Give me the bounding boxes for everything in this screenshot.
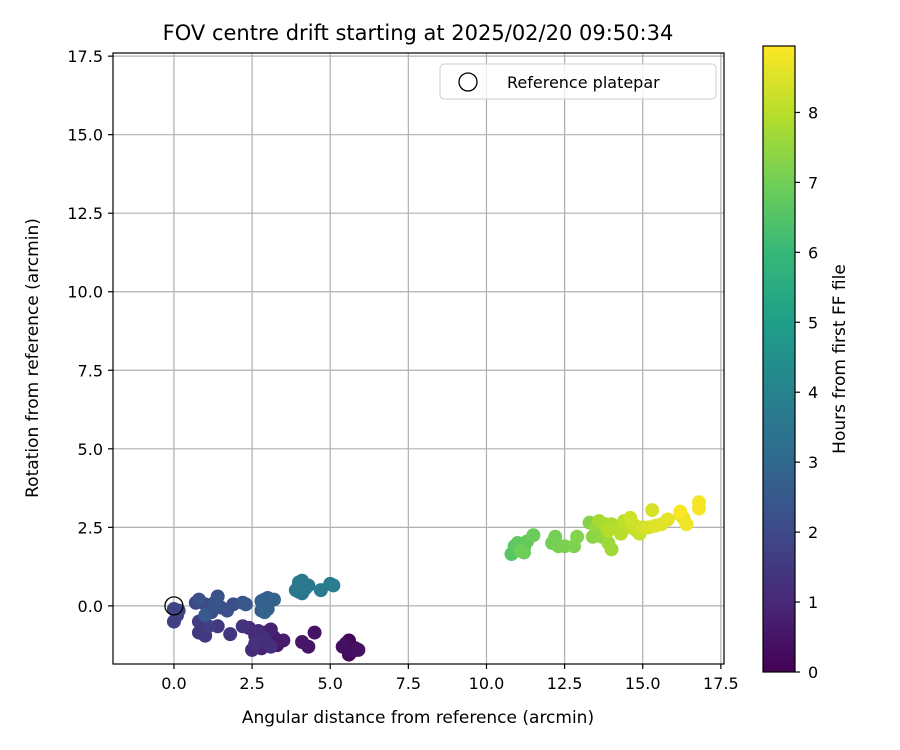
colorbar-tick-label-0: 0 bbox=[808, 663, 818, 682]
data-point-64 bbox=[291, 575, 306, 590]
data-point-104 bbox=[645, 503, 660, 518]
data-point-25 bbox=[248, 636, 263, 651]
data-point-26 bbox=[235, 619, 250, 634]
legend-entry-reference: Reference platepar bbox=[507, 73, 660, 92]
colorbar-tick-label-2: 2 bbox=[808, 523, 818, 542]
legend-box bbox=[439, 63, 717, 100]
colorbar-label: Hours from first FF file bbox=[830, 264, 850, 454]
colorbar-tick-label-7: 7 bbox=[808, 173, 818, 192]
colorbar-tick-label-4: 4 bbox=[808, 383, 818, 402]
y-axis-label: Rotation from reference (arcmin) bbox=[23, 218, 43, 498]
scatter-points bbox=[164, 495, 706, 662]
data-point-7 bbox=[351, 642, 366, 657]
x-tick-label-7: 17.5 bbox=[703, 674, 739, 693]
x-tick-label-2: 5.0 bbox=[317, 674, 342, 693]
x-tick-label-4: 10.0 bbox=[469, 674, 505, 693]
data-point-89 bbox=[604, 542, 619, 557]
data-point-56 bbox=[257, 605, 272, 620]
data-point-36 bbox=[171, 603, 186, 618]
x-tick-label-0: 0.0 bbox=[161, 674, 186, 693]
y-tick-label-3: 7.5 bbox=[78, 361, 103, 380]
reference-platepar-marker bbox=[164, 596, 184, 616]
x-axis-ticks: 0.0 2.5 5.0 7.5 10.0 12.5 15.0 17.5 bbox=[161, 664, 739, 693]
x-tick-label-6: 15.0 bbox=[625, 674, 661, 693]
data-point-13 bbox=[276, 633, 291, 648]
x-tick-label-3: 7.5 bbox=[396, 674, 421, 693]
y-tick-label-1: 2.5 bbox=[78, 518, 103, 537]
data-point-6 bbox=[335, 639, 350, 654]
legend: Reference platepar bbox=[439, 63, 717, 100]
x-tick-label-5: 12.5 bbox=[547, 674, 583, 693]
data-point-67 bbox=[326, 578, 341, 593]
data-point-113 bbox=[691, 501, 706, 516]
y-tick-label-0: 0.0 bbox=[78, 597, 103, 616]
x-axis-label: Angular distance from reference (arcmin) bbox=[242, 708, 594, 728]
colorbar-tick-label-3: 3 bbox=[808, 453, 818, 472]
data-point-8 bbox=[307, 625, 322, 640]
colorbar-tick-label-6: 6 bbox=[808, 243, 818, 262]
data-point-75 bbox=[513, 543, 528, 558]
y-axis-ticks: 0.0 2.5 5.0 7.5 10.0 12.5 15.0 17.5 bbox=[67, 47, 113, 616]
plot-frame bbox=[112, 52, 725, 665]
y-tick-label-6: 15.0 bbox=[67, 126, 103, 145]
data-point-114 bbox=[673, 504, 688, 519]
data-point-55 bbox=[266, 592, 281, 607]
data-point-102 bbox=[623, 510, 638, 525]
data-point-43 bbox=[220, 603, 235, 618]
y-tick-label-4: 10.0 bbox=[67, 283, 103, 302]
y-tick-label-5: 12.5 bbox=[67, 204, 103, 223]
data-point-44 bbox=[191, 592, 206, 607]
data-point-49 bbox=[198, 608, 213, 623]
data-point-27 bbox=[223, 627, 238, 642]
y-tick-label-7: 17.5 bbox=[67, 47, 103, 66]
data-point-111 bbox=[679, 517, 694, 532]
grid bbox=[113, 53, 724, 664]
chart-title: FOV centre drift starting at 2025/02/20 … bbox=[163, 21, 674, 45]
data-point-108 bbox=[660, 512, 675, 527]
data-point-32 bbox=[201, 619, 216, 634]
legend-marker-reference bbox=[458, 72, 478, 92]
data-point-74 bbox=[526, 528, 541, 543]
y-tick-label-2: 5.0 bbox=[78, 440, 103, 459]
data-point-54 bbox=[254, 594, 269, 609]
data-point-46 bbox=[207, 597, 222, 612]
data-point-10 bbox=[295, 635, 310, 650]
data-point-81 bbox=[570, 529, 585, 544]
data-point-48 bbox=[238, 597, 253, 612]
colorbar-tick-label-8: 8 bbox=[808, 103, 818, 122]
colorbar: 0 1 2 3 4 5 6 7 8 Hours from first FF file bbox=[762, 45, 850, 682]
colorbar-ticks: 0 1 2 3 4 5 6 7 8 bbox=[795, 103, 818, 682]
colorbar-tick-label-5: 5 bbox=[808, 313, 818, 332]
data-point-95 bbox=[601, 523, 616, 538]
colorbar-tick-label-1: 1 bbox=[808, 593, 818, 612]
x-tick-label-1: 2.5 bbox=[239, 674, 264, 693]
colorbar-gradient bbox=[762, 45, 796, 673]
